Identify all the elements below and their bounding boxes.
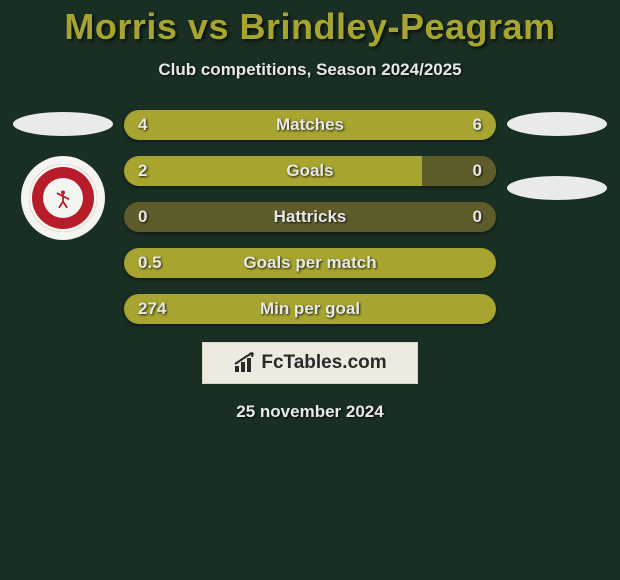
stat-value-right: 0: [473, 207, 482, 227]
subtitle: Club competitions, Season 2024/2025: [0, 60, 620, 80]
club-crest-ring: [29, 164, 97, 232]
stat-bar: Matches4 6: [124, 110, 496, 140]
archer-icon: [52, 187, 74, 209]
brand-text: FcTables.com: [261, 352, 386, 374]
stats-column: Matches46Goals20Hattricks00Goals per mat…: [118, 110, 502, 324]
player-photo-placeholder: [507, 112, 607, 136]
left-badge-column: [8, 110, 118, 240]
stat-label: Hattricks: [124, 207, 496, 227]
chart-icon: [233, 352, 259, 374]
stat-label: Goals: [124, 161, 496, 181]
stat-label: Min per goal: [124, 299, 496, 319]
club-crest-placeholder: [507, 176, 607, 200]
stat-bar: Hattricks0 0: [124, 202, 496, 232]
page-title: Morris vs Brindley-Peagram: [0, 0, 620, 48]
right-badge-column: [502, 110, 612, 200]
stat-label: Goals per match: [124, 253, 496, 273]
stat-bar: Goals per match0.5: [124, 248, 496, 278]
player-photo-placeholder: [13, 112, 113, 136]
stat-value-right: 0: [473, 161, 482, 181]
stat-value-left: 0.5: [138, 253, 162, 273]
stat-value-left: 2: [138, 161, 147, 181]
stat-bar: Min per goal274: [124, 294, 496, 324]
stat-value-left: 0: [138, 207, 147, 227]
club-crest-icon: [43, 178, 83, 218]
brand-badge[interactable]: FcTables.com: [202, 342, 418, 384]
stat-label: Matches: [124, 115, 496, 135]
stat-value-right: 6: [473, 115, 482, 135]
date-text: 25 november 2024: [0, 402, 620, 422]
stat-value-left: 274: [138, 299, 166, 319]
stat-bar: Goals2 0: [124, 156, 496, 186]
club-crest: [21, 156, 105, 240]
stat-value-left: 4: [138, 115, 147, 135]
comparison-row: Matches46Goals20Hattricks00Goals per mat…: [0, 110, 620, 324]
